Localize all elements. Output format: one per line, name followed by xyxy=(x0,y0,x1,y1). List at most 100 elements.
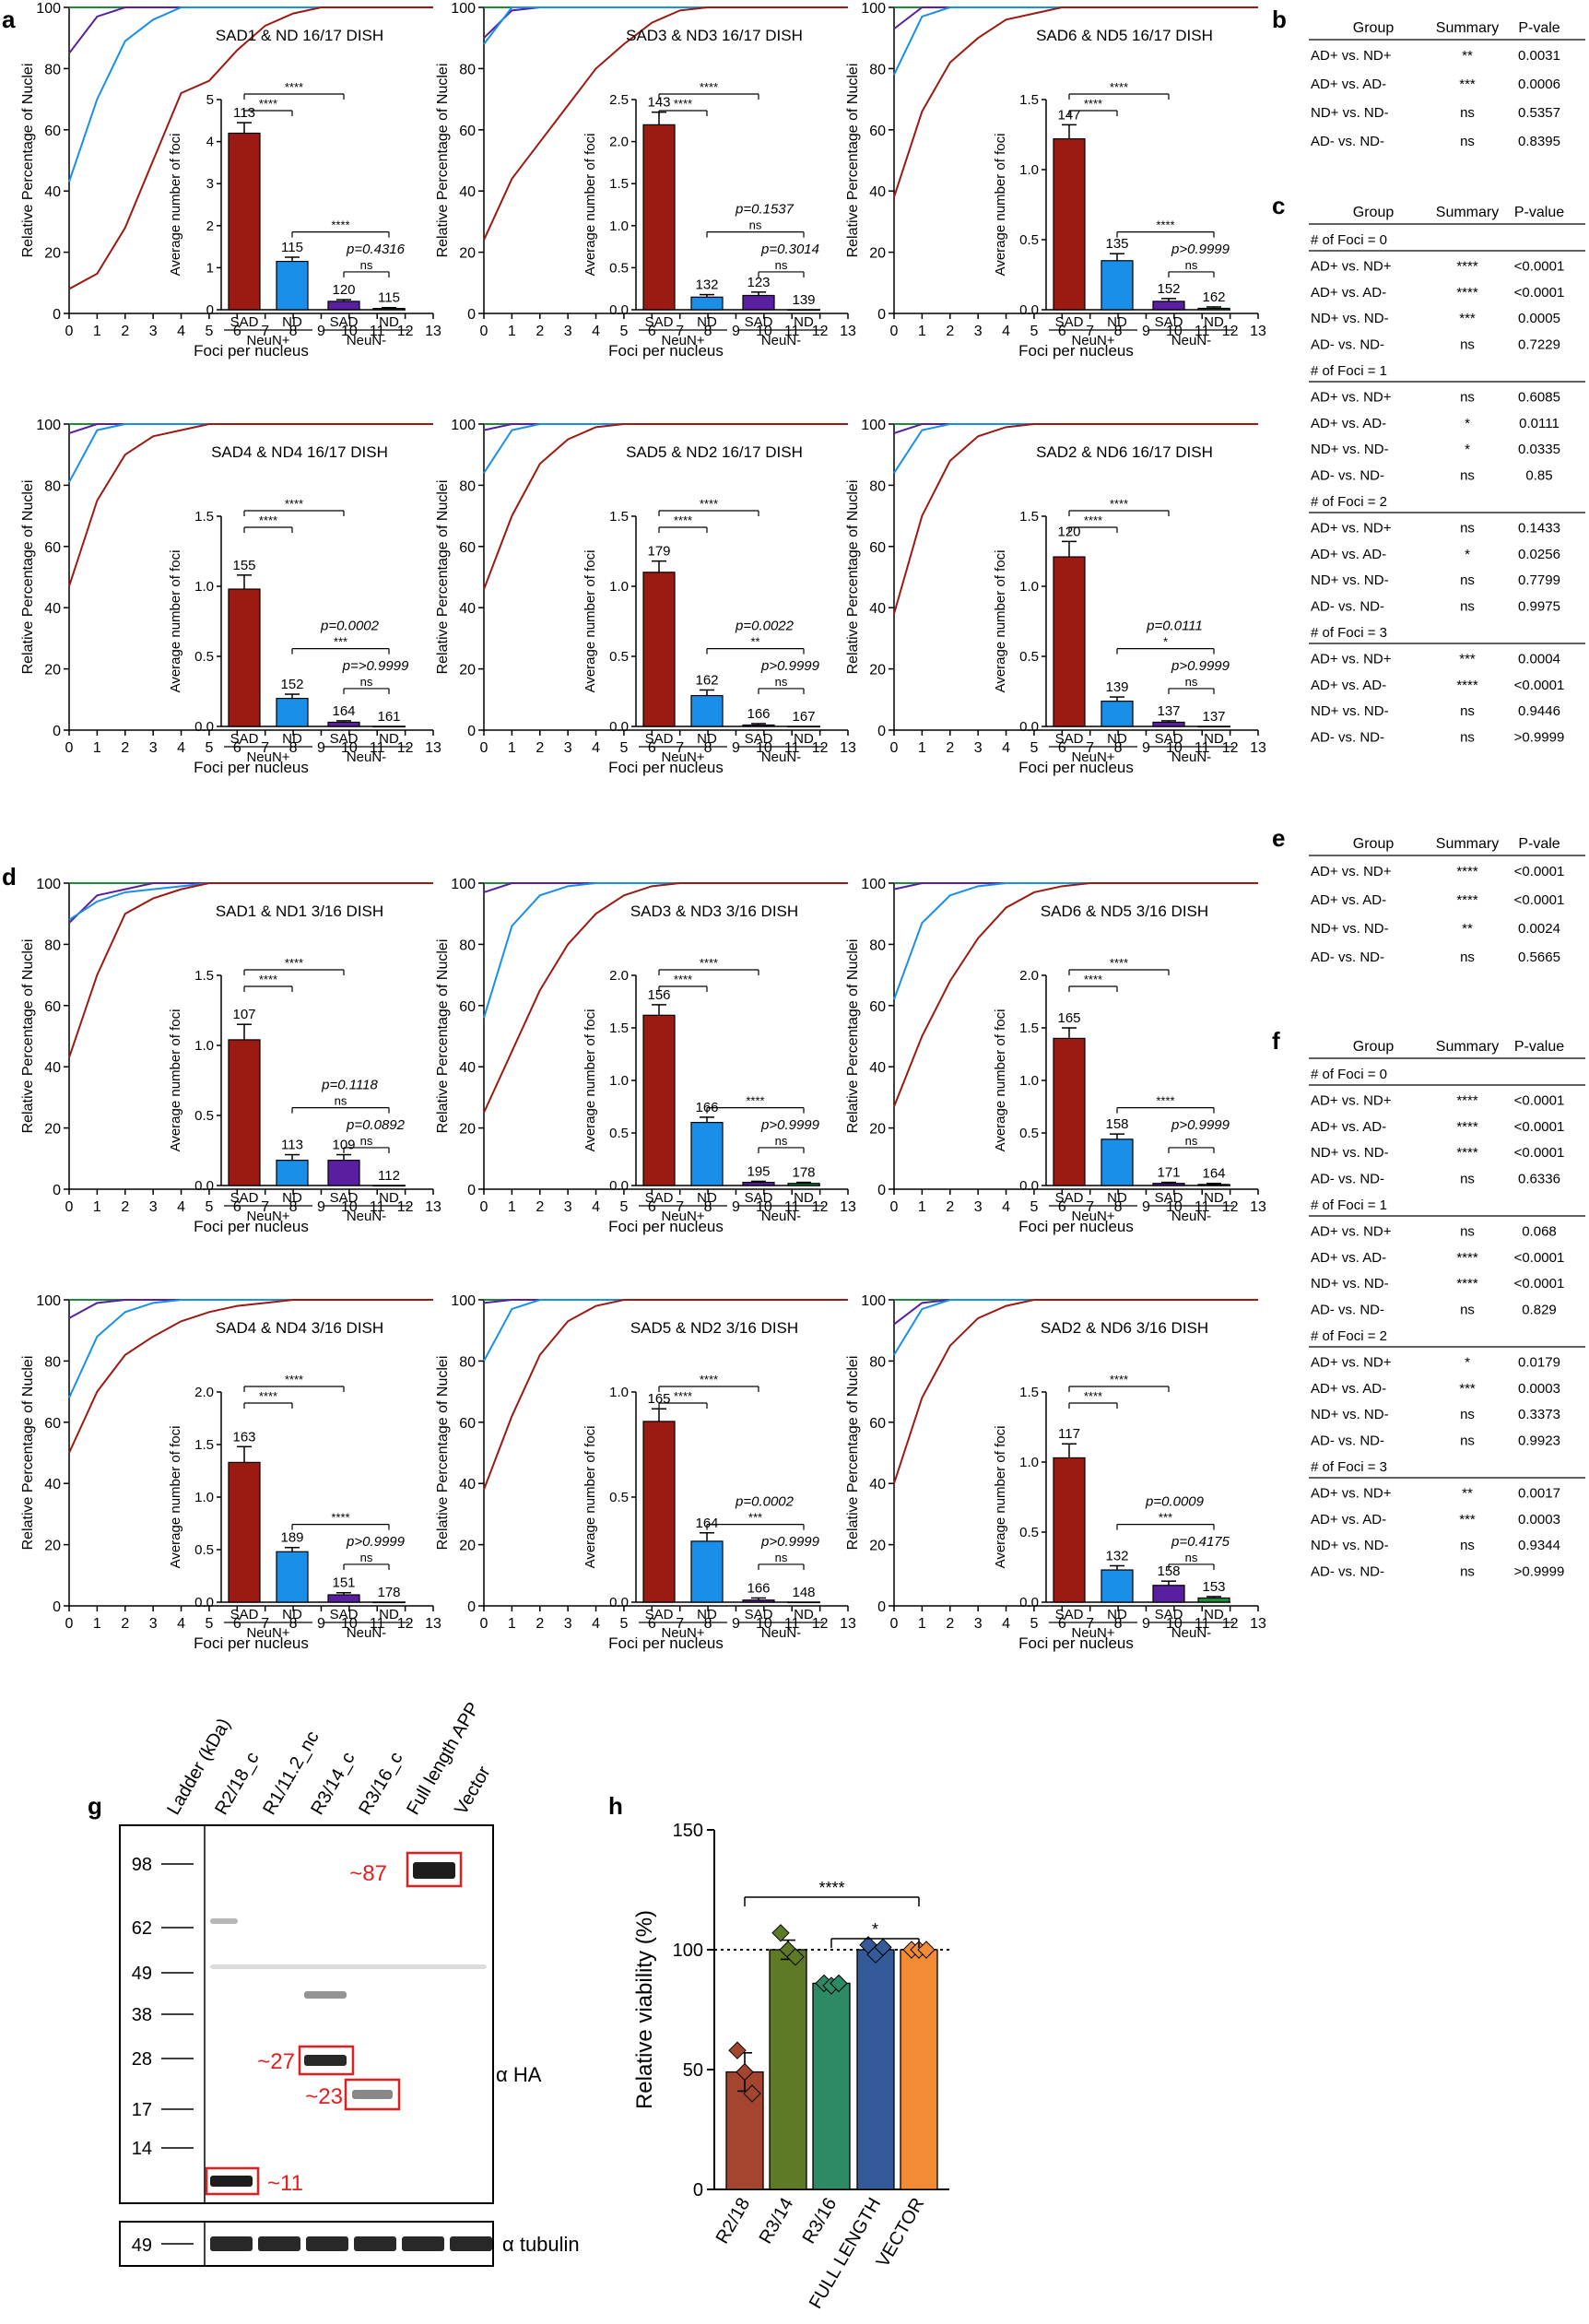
y-axis-label: Relative Percentage of Nuclei xyxy=(20,64,36,258)
group-label-neun-pos: NeuN+ xyxy=(661,333,704,348)
y-axis-label: Relative Percentage of Nuclei xyxy=(845,939,861,1134)
inset-y-tick-label: 0.0 xyxy=(194,719,214,735)
x-tick-label: 10 xyxy=(756,324,772,339)
n-label: 162 xyxy=(695,672,718,688)
table-pvalue: 0.9975 xyxy=(1518,599,1560,615)
x-tick-label: 13 xyxy=(840,1199,856,1215)
x-tick-label: 11 xyxy=(370,1616,385,1632)
x-tick-label: 3 xyxy=(564,1199,572,1215)
n-label: 166 xyxy=(747,706,770,722)
inset-y-tick-label: 1.5 xyxy=(609,1020,629,1036)
group-label-neun-neg: NeuN- xyxy=(1171,749,1211,765)
y-axis-label: Relative Percentage of Nuclei xyxy=(435,480,451,675)
table-pvalue: 0.7229 xyxy=(1518,337,1560,353)
x-axis-label: Foci per nucleus xyxy=(194,759,309,776)
significance-label: **** xyxy=(700,80,718,94)
bar-group-label: SAD xyxy=(230,314,259,330)
table-pvalue: 0.6336 xyxy=(1518,1172,1560,1187)
x-tick-label: 2 xyxy=(946,1616,954,1632)
x-tick-label: 13 xyxy=(1250,324,1266,339)
table-header: Group xyxy=(1353,836,1395,852)
inset-y-axis-label: Average number of foci xyxy=(583,550,598,693)
bar-3 xyxy=(327,721,360,727)
significance-label: **** xyxy=(1110,80,1128,94)
significance-label: **** xyxy=(285,497,303,511)
inset-y-tick-label: 0.5 xyxy=(1019,649,1039,665)
bar-group-label: ND xyxy=(379,731,399,747)
y-tick-label: 60 xyxy=(459,1416,476,1432)
p-value-label: p=0.0009 xyxy=(1145,1494,1205,1510)
x-axis-label: Foci per nucleus xyxy=(194,1634,309,1652)
y-tick-label: 0 xyxy=(877,1183,886,1198)
x-tick-label: 10 xyxy=(756,740,772,756)
bar-1 xyxy=(228,588,261,727)
y-tick-label: 100 xyxy=(451,1293,476,1309)
n-label: 161 xyxy=(377,709,400,725)
table-summary: * xyxy=(1465,547,1470,562)
table-header: P-value xyxy=(1514,1039,1564,1055)
table-group: AD+ vs. AD- xyxy=(1311,1381,1386,1397)
panel-title: SAD4 & ND4 3/16 DISH xyxy=(216,1319,383,1337)
x-tick-label: 5 xyxy=(619,324,628,339)
table-pvalue: <0.0001 xyxy=(1514,892,1565,908)
bar-group-label: ND xyxy=(794,314,814,330)
bar-1 xyxy=(1053,137,1086,311)
x-tick-label: 1 xyxy=(93,324,101,339)
group-label-neun-pos: NeuN+ xyxy=(661,1625,704,1641)
y-tick-label: 80 xyxy=(44,1354,61,1370)
inset-y-tick-label: 2.0 xyxy=(1019,968,1039,984)
x-tick-label: 3 xyxy=(149,740,158,756)
significance-label: **** xyxy=(674,1389,692,1403)
y-tick-label: 40 xyxy=(459,601,476,617)
y-tick-label: 60 xyxy=(869,540,886,556)
inset-y-tick-label: 0.5 xyxy=(609,649,629,665)
group-label-neun-pos: NeuN+ xyxy=(1071,1625,1114,1641)
n-label: 107 xyxy=(232,1007,255,1022)
bar-group-label: ND xyxy=(1107,731,1127,747)
p-value-label: p=0.1118 xyxy=(321,1078,378,1093)
significance-label: **** xyxy=(259,513,277,527)
bar-group-label: ND xyxy=(282,1190,302,1206)
x-tick-label: 2 xyxy=(536,1199,544,1215)
x-tick-label: 9 xyxy=(732,324,740,339)
table-summary: ns xyxy=(1460,105,1475,121)
inset-y-tick-label: 1.0 xyxy=(194,579,214,595)
ladder-marker-label: 62 xyxy=(132,1918,152,1939)
stats-table-e: Group Summary P-vale AD+ vs. ND+ **** <0.0001… xyxy=(1309,836,1585,965)
inset-y-tick-label: 5 xyxy=(206,92,214,108)
y-tick-label: 40 xyxy=(44,1477,61,1492)
y-tick-label: 100 xyxy=(36,1293,61,1309)
x-tick-label: 3 xyxy=(564,1616,572,1632)
x-tick-label: 8 xyxy=(289,740,298,756)
bar-1 xyxy=(228,1461,261,1603)
inset-y-tick-label: 1.0 xyxy=(609,1073,629,1089)
panel-letter-a: a xyxy=(2,6,16,33)
n-label: 166 xyxy=(747,1580,770,1596)
p-value-label: p=0.0002 xyxy=(735,1494,794,1510)
x-tick-label: 10 xyxy=(1166,740,1183,756)
panel-letter-b: b xyxy=(1272,6,1287,33)
x-tick-label: 11 xyxy=(784,1199,800,1215)
table-header: Group xyxy=(1353,1039,1395,1055)
table-header: Group xyxy=(1353,20,1395,36)
inset-y-tick-label: 2.0 xyxy=(609,135,629,150)
x-tick-label: 10 xyxy=(341,1616,358,1632)
n-label: 158 xyxy=(1157,1563,1180,1579)
table-group: AD+ vs. AD- xyxy=(1311,416,1386,431)
bar-3 xyxy=(742,724,775,727)
panel-letter-c: c xyxy=(1272,192,1285,219)
bar-2 xyxy=(690,1540,724,1603)
ladder-marker-label: 28 xyxy=(132,2049,152,2070)
x-tick-label: 12 xyxy=(812,1616,829,1632)
table-group: AD+ vs. ND+ xyxy=(1311,1485,1392,1501)
bar-group-label: ND xyxy=(1204,1607,1224,1622)
table-summary: ns xyxy=(1460,389,1475,405)
y-tick-label: 40 xyxy=(869,184,886,200)
x-tick-label: 2 xyxy=(121,1616,129,1632)
x-tick-label: 10 xyxy=(1166,1199,1183,1215)
inset-y-tick-label: 1.0 xyxy=(1019,579,1039,595)
inset-y-axis-label: Average number of foci xyxy=(583,1426,598,1569)
inset-y-tick-label: 1 xyxy=(206,260,214,276)
